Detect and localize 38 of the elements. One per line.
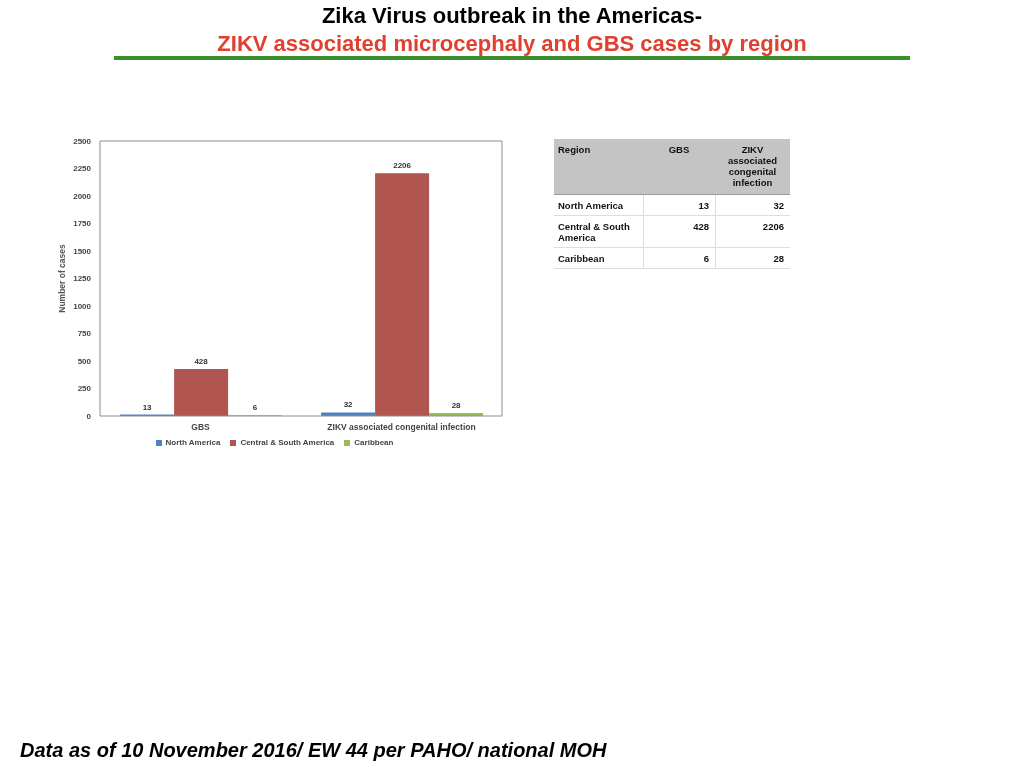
data-label: 428 — [693, 221, 709, 232]
y-tick-label: 2250 — [73, 164, 92, 174]
data-label: 32 — [773, 200, 784, 211]
chart-subtitle: ZIKV associated microcephaly and GBS cases by region — [217, 31, 807, 56]
y-tick-label: 1250 — [73, 274, 92, 284]
data-label: 6 — [703, 253, 709, 264]
data-label: 13 — [142, 402, 153, 412]
y-tick-label: 250 — [77, 384, 92, 394]
y-axis-title: Region — [558, 144, 591, 155]
y-tick-label: 750 — [77, 329, 92, 339]
x-tick-label: GBS — [191, 422, 211, 433]
y-tick-label: 1000 — [73, 301, 92, 311]
data-label: 28 — [773, 253, 784, 264]
text: Data as of 10 November 2016/ EW 44 per PAHO/ national MOH — [20, 739, 607, 761]
data-label: 28 — [451, 400, 462, 410]
legend-label: Central & South America — [240, 438, 335, 447]
y-tick-label: 1500 — [73, 246, 92, 256]
data-label: 32 — [343, 400, 354, 410]
y-tick-label: 2500 — [73, 136, 92, 146]
data-label: 2206 — [393, 161, 412, 171]
y-tick-label: Central & South America — [558, 221, 630, 243]
data-label: 6 — [252, 403, 258, 413]
y-tick-label: 0 — [86, 411, 92, 421]
chart-title: Zika Virus outbreak in the Americas- — [321, 3, 703, 28]
legend-label: Caribbean — [354, 438, 394, 447]
y-tick-label: Caribbean — [558, 253, 605, 264]
y-tick-label: 500 — [77, 356, 92, 366]
y-tick-label: North America — [558, 200, 624, 211]
data-label: 13 — [698, 200, 709, 211]
x-tick-label: ZIKV associated congenital infection — [727, 144, 778, 188]
data-label: 428 — [194, 356, 209, 366]
legend-label: North America — [165, 438, 221, 447]
y-tick-label: 2000 — [73, 191, 92, 201]
x-tick-label: GBS — [668, 144, 690, 155]
x-tick-label: ZIKV associated congenital infection — [327, 422, 476, 433]
y-tick-label: 1750 — [73, 219, 92, 229]
data-label: 2206 — [762, 221, 784, 232]
y-axis-title: Number of cases — [57, 243, 68, 313]
